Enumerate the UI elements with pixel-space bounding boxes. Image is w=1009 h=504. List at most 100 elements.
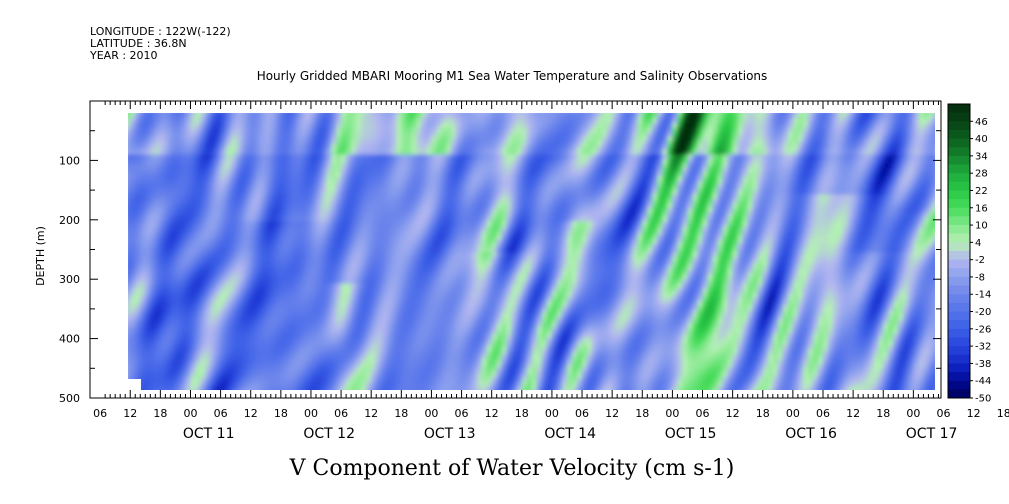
- hour-tick-label: 06: [214, 407, 228, 420]
- colorbar-swatch: [948, 225, 970, 235]
- colorbar-swatch: [948, 207, 970, 217]
- hour-tick-label: 18: [997, 407, 1009, 420]
- hour-tick-label: 06: [455, 407, 469, 420]
- day-label: OCT 13: [424, 426, 476, 442]
- missing-data-gap: [128, 378, 141, 390]
- colorbar-label: -8: [975, 272, 985, 283]
- colorbar-swatch: [948, 276, 970, 286]
- colorbar-label: -20: [975, 307, 991, 318]
- colorbar-label: 10: [975, 221, 988, 232]
- colorbar-label: -26: [975, 324, 991, 335]
- hour-tick-label: 06: [93, 407, 107, 420]
- longitude-label: LONGITUDE : 122W(-122): [90, 25, 231, 38]
- colorbar-label: 22: [975, 186, 988, 197]
- colorbar-label: -14: [975, 290, 991, 301]
- hour-tick-label: 12: [485, 407, 499, 420]
- heatmap-field: [128, 113, 935, 390]
- hour-tick-label: 12: [846, 407, 860, 420]
- colorbar-swatch: [948, 311, 970, 321]
- colorbar-swatch: [948, 147, 970, 157]
- colorbar-swatch: [948, 285, 970, 295]
- colorbar-swatch: [948, 268, 970, 278]
- y-tick-label: 200: [59, 214, 80, 227]
- hour-tick-label: 18: [394, 407, 408, 420]
- hour-tick-label: 18: [515, 407, 529, 420]
- hour-tick-label: 12: [605, 407, 619, 420]
- hour-tick-label: 00: [786, 407, 800, 420]
- hour-tick-label: 12: [726, 407, 740, 420]
- colorbar-swatch: [948, 389, 970, 399]
- colorbar-label: -38: [975, 359, 991, 370]
- colorbar-swatch: [948, 320, 970, 330]
- hour-tick-label: 06: [696, 407, 710, 420]
- day-label: OCT 16: [785, 426, 837, 442]
- y-tick-labels: 100 200 300 400 500: [59, 154, 80, 405]
- colorbar-swatch: [948, 104, 970, 114]
- colorbar-label: 16: [975, 203, 988, 214]
- axis-ticks: [90, 101, 941, 399]
- heatmap-cells: [128, 113, 935, 390]
- colorbar-swatch: [948, 155, 970, 165]
- y-axis-label: DEPTH (m): [34, 226, 47, 286]
- year-label: YEAR : 2010: [89, 49, 158, 62]
- colorbar-swatch: [948, 199, 970, 209]
- hour-tick-label: 00: [545, 407, 559, 420]
- hour-tick-label: 00: [665, 407, 679, 420]
- hour-tick-label: 18: [756, 407, 770, 420]
- colorbar: 46 40 34 28 22 16 10 4 -2 -8 -14 -20 -26 -32 -38 -44 -50: [947, 103, 991, 405]
- hour-tick-label: 00: [906, 407, 920, 420]
- chart-title: Hourly Gridded MBARI Mooring M1 Sea Wate…: [257, 69, 768, 83]
- colorbar-swatch: [948, 129, 970, 139]
- colorbar-frame: [947, 103, 971, 399]
- colorbar-swatch: [948, 121, 970, 131]
- hour-tick-labels: 06 12 18 00 06 12 18 00 06 12 18 00 06 12 18 00 06 12 18 00…: [93, 407, 1009, 420]
- colorbar-label: 34: [975, 151, 988, 162]
- colorbar-swatch: [948, 233, 970, 243]
- y-tick-label: 100: [59, 154, 80, 167]
- day-labels: OCT 11 OCT 12 OCT 13 OCT 14 OCT 15 OCT 16 OCT …: [183, 426, 958, 442]
- colorbar-swatch: [948, 337, 970, 347]
- day-label: OCT 12: [303, 426, 355, 442]
- hour-tick-label: 00: [424, 407, 438, 420]
- colorbar-swatch: [948, 138, 970, 148]
- colorbar-label: -50: [975, 394, 991, 405]
- hour-tick-label: 06: [575, 407, 589, 420]
- hour-tick-label: 18: [274, 407, 288, 420]
- colorbar-swatch: [948, 190, 970, 200]
- hour-tick-label: 18: [876, 407, 890, 420]
- y-tick-label: 300: [59, 273, 80, 286]
- colorbar-swatch: [948, 242, 970, 252]
- day-label: OCT 15: [665, 426, 717, 442]
- colorbar-swatch: [948, 181, 970, 191]
- colorbar-swatch: [948, 354, 970, 364]
- colorbar-label: -32: [975, 342, 991, 353]
- hour-tick-label: 18: [153, 407, 167, 420]
- colorbar-swatch: [948, 328, 970, 338]
- colorbar-swatch: [948, 302, 970, 312]
- day-label: OCT 14: [544, 426, 596, 442]
- latitude-label: LATITUDE : 36.8N: [90, 37, 187, 50]
- colorbar-swatch: [948, 251, 970, 261]
- hour-tick-label: 18: [635, 407, 649, 420]
- hour-tick-label: 00: [304, 407, 318, 420]
- day-label: OCT 11: [183, 426, 235, 442]
- colorbar-swatch: [948, 372, 970, 382]
- hour-tick-label: 06: [936, 407, 950, 420]
- colorbar-swatch: [948, 363, 970, 373]
- colorbar-label: 46: [975, 117, 988, 128]
- colorbar-label: -2: [975, 255, 985, 266]
- colorbar-label: 4: [975, 238, 981, 249]
- x-axis-label: V Component of Water Velocity (cm s-1): [289, 456, 735, 481]
- colorbar-swatch: [948, 216, 970, 226]
- hour-tick-label: 12: [364, 407, 378, 420]
- colorbar-label: 40: [975, 134, 988, 145]
- colorbar-swatch: [948, 259, 970, 269]
- y-tick-label: 400: [59, 333, 80, 346]
- colorbar-swatch: [948, 173, 970, 183]
- colorbar-label: 28: [975, 169, 988, 180]
- colorbar-swatch: [948, 112, 970, 122]
- hour-tick-label: 12: [123, 407, 137, 420]
- colorbar-swatch: [948, 164, 970, 174]
- hour-tick-label: 12: [967, 407, 981, 420]
